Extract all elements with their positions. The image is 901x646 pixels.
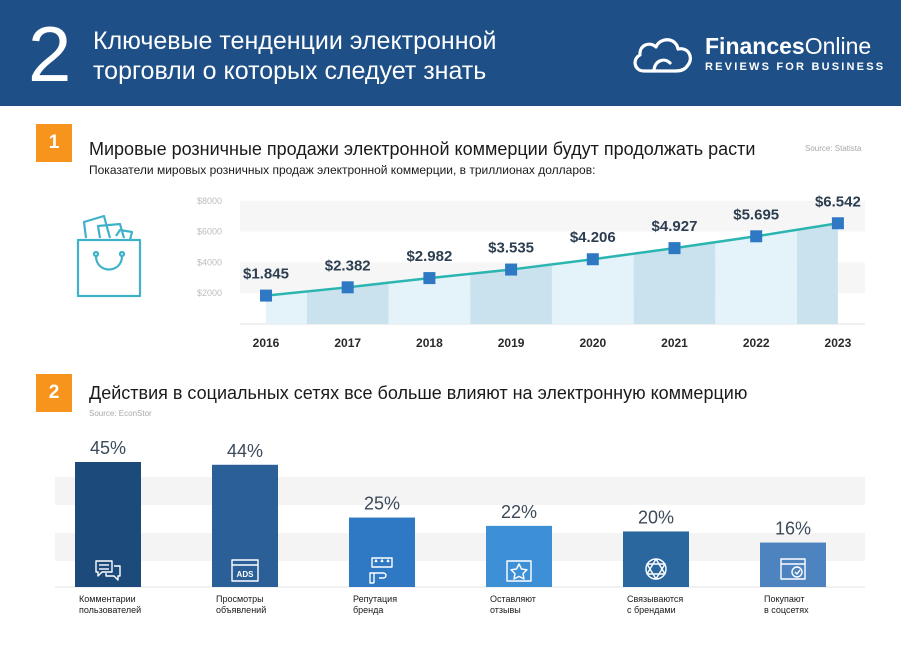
area-segment <box>470 264 552 324</box>
y-tick-label: $4000 <box>197 257 222 267</box>
x-tick-label: 2023 <box>825 336 852 350</box>
data-point-marker <box>586 253 599 266</box>
bar-category-label: с брендами <box>627 605 676 615</box>
bar-value-label: 25% <box>364 494 400 514</box>
header-title-line2: торговли о которых следует знать <box>93 57 487 85</box>
section2-title: Действия в социальных сетях все больше в… <box>89 383 748 403</box>
bar-category-label: бренда <box>353 605 383 615</box>
data-point-marker <box>505 263 518 276</box>
section1-source: Source: Statista <box>805 144 862 153</box>
area-segment <box>715 229 798 324</box>
x-tick-label: 2016 <box>253 336 280 350</box>
x-tick-label: 2017 <box>334 336 361 350</box>
network-icon <box>645 558 667 580</box>
bar-category-label: Оставляют <box>490 594 536 604</box>
data-point-label: $3.535 <box>488 240 534 257</box>
x-tick-label: 2018 <box>416 336 443 350</box>
bar-category-label: объявлений <box>216 605 266 615</box>
brand-name: FinancesOnline <box>705 33 872 59</box>
data-point-label: $5.695 <box>733 206 779 223</box>
bar-category-label: в соцсетях <box>764 605 809 615</box>
bar <box>486 525 552 587</box>
bar-category-label: отзывы <box>490 605 521 615</box>
y-tick-label: $2000 <box>197 288 222 298</box>
x-tick-label: 2021 <box>661 336 688 350</box>
bar-value-label: 22% <box>501 502 537 522</box>
shopping-bag-icon <box>76 214 142 298</box>
data-point-label: $2.382 <box>325 257 371 274</box>
area-segment <box>633 242 716 324</box>
area-segment <box>266 291 307 324</box>
y-tick-label: $6000 <box>197 227 222 237</box>
area-segment <box>388 273 471 324</box>
brand-tagline: REVIEWS FOR BUSINESS <box>705 61 886 73</box>
bar-value-label: 16% <box>775 519 811 539</box>
cloud-logo-icon <box>633 38 692 73</box>
data-point-marker <box>341 281 354 294</box>
data-point-marker <box>750 230 763 243</box>
header-number: 2 <box>28 10 72 98</box>
data-point-label: $1.845 <box>243 266 289 283</box>
section1-title: Мировые розничные продажи электронной ко… <box>89 139 756 159</box>
bar-category-label: Комментарии <box>79 594 136 604</box>
header-banner: 2 Ключевые тенденции электронной торговл… <box>0 0 901 106</box>
shop-icon <box>780 558 806 580</box>
data-point-marker <box>423 272 436 285</box>
bar-category-label: Репутация <box>353 594 397 604</box>
data-point-label: $2.982 <box>406 248 452 265</box>
bar-category-label: Просмотры <box>216 594 264 604</box>
chat-bubbles-icon <box>95 560 121 581</box>
sales-line-chart: $2000 $4000 $6000 $8000 $1.845 $2.382 $2.982 $… <box>197 193 865 350</box>
section2-source: Source: EconStor <box>89 409 152 418</box>
bar <box>760 542 826 587</box>
bar-value-label: 44% <box>227 441 263 461</box>
x-tick-label: 2019 <box>498 336 525 350</box>
header-title-line1: Ключевые тенденции электронной <box>93 27 497 55</box>
bar <box>349 517 415 587</box>
ads-icon: ADS <box>231 559 259 582</box>
data-point-marker <box>260 289 272 302</box>
section1-subtitle: Показатели мировых розничных продаж элек… <box>89 163 596 177</box>
bar-category-label: Покупают <box>764 594 805 604</box>
area-segment <box>551 253 634 324</box>
bar-value-label: 45% <box>90 438 126 458</box>
area-segment <box>797 223 838 324</box>
bar-category-label: пользователей <box>79 605 141 615</box>
star-review-icon <box>506 560 532 582</box>
data-point-label: $6.542 <box>815 193 861 210</box>
x-tick-label: 2020 <box>579 336 606 350</box>
bar-value-label: 20% <box>638 507 674 527</box>
rating-hand-icon <box>369 557 393 584</box>
ads-icon-text: ADS <box>237 570 255 579</box>
area-segment <box>306 282 389 324</box>
data-point-label: $4.927 <box>652 218 698 235</box>
bar-category-label: Связываются <box>627 594 683 604</box>
x-tick-label: 2022 <box>743 336 770 350</box>
social-bar-chart: 45%Комментариипользователей44%Просмотрыо… <box>55 438 865 615</box>
section2-badge: 2 <box>36 374 72 412</box>
data-point-marker <box>831 217 844 230</box>
bar <box>212 464 278 587</box>
bar <box>75 462 141 587</box>
data-point-label: $4.206 <box>570 229 616 246</box>
header-title: Ключевые тенденции электронной торговли … <box>93 26 563 86</box>
y-tick-label: $8000 <box>197 196 222 206</box>
data-point-marker <box>668 242 681 255</box>
sales-series-line <box>265 222 839 297</box>
section1-badge: 1 <box>36 124 72 162</box>
